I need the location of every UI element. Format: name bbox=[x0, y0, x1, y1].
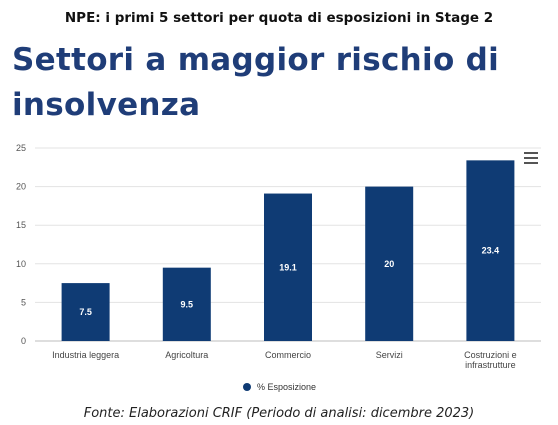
x-tick-label: Industria leggera bbox=[52, 350, 119, 360]
chart-legend[interactable]: % Esposizione bbox=[243, 382, 316, 392]
legend-label: % Esposizione bbox=[257, 382, 317, 392]
x-axis: Industria leggera Agricoltura Commercio Ser… bbox=[52, 350, 517, 370]
x-tick-label: infrastrutture bbox=[465, 360, 516, 370]
data-labels: 7.5 9.5 19.1 20 23.4 bbox=[79, 246, 499, 317]
data-label: 20 bbox=[384, 259, 394, 269]
data-label: 19.1 bbox=[279, 262, 297, 272]
page-title: Settori a maggior rischio di insolvenza bbox=[12, 42, 500, 123]
x-tick-label: Servizi bbox=[376, 350, 403, 360]
y-tick-label: 15 bbox=[16, 220, 26, 230]
bar bbox=[365, 186, 414, 341]
hamburger-menu-icon[interactable] bbox=[524, 152, 538, 164]
y-axis: 0 5 10 15 20 25 bbox=[16, 143, 26, 346]
x-tick-label: Commercio bbox=[265, 350, 311, 360]
data-label: 7.5 bbox=[79, 307, 92, 317]
y-tick-label: 5 bbox=[21, 297, 26, 307]
x-tick-label: Agricoltura bbox=[165, 350, 208, 360]
bar bbox=[466, 160, 515, 341]
bar bbox=[61, 283, 110, 341]
legend-marker bbox=[243, 383, 251, 391]
y-tick-label: 10 bbox=[16, 259, 26, 269]
data-label: 9.5 bbox=[181, 299, 194, 309]
chart-header-title: NPE: i primi 5 settori per quota di espo… bbox=[64, 10, 494, 26]
x-tick-label: Costruzioni e bbox=[464, 350, 517, 360]
bar bbox=[162, 267, 211, 341]
y-tick-label: 20 bbox=[16, 182, 26, 192]
y-tick-label: 25 bbox=[16, 143, 26, 153]
data-label: 23.4 bbox=[482, 246, 500, 256]
bars bbox=[61, 160, 515, 341]
bar bbox=[264, 193, 312, 341]
y-tick-label: 0 bbox=[21, 336, 26, 346]
source-note: Fonte: Elaborazioni CRIF (Periodo di ana… bbox=[83, 406, 475, 421]
